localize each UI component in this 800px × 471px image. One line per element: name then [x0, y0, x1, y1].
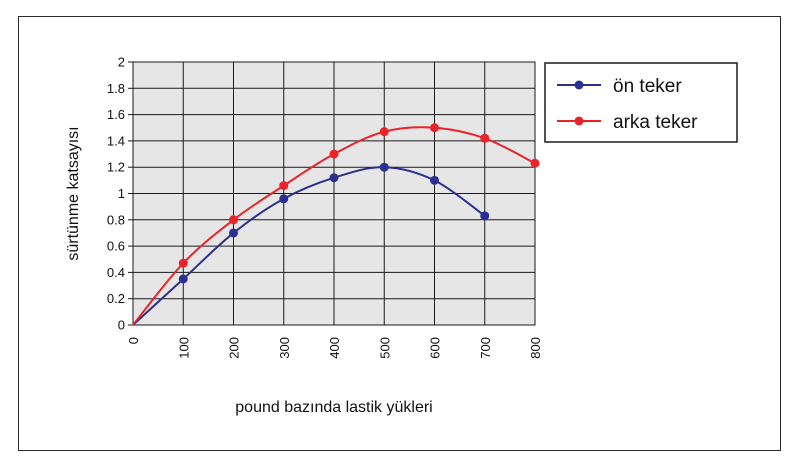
legend: ön teker arka teker [544, 62, 738, 143]
data-point [530, 158, 540, 168]
data-point [229, 228, 238, 238]
data-point [329, 173, 339, 183]
data-point [279, 194, 289, 204]
y-tick-label: 0.6 [107, 239, 125, 254]
x-tick-label: 0 [126, 337, 141, 344]
x-tick-label: 100 [176, 337, 191, 359]
x-tick-label: 600 [428, 337, 443, 359]
x-tick-label: 500 [377, 337, 392, 359]
x-tick-label: 300 [277, 337, 292, 359]
y-tick-label: 1 [118, 186, 125, 201]
y-tick-label: 0.8 [107, 212, 125, 227]
data-point [480, 211, 490, 221]
legend-marker [574, 80, 584, 90]
x-tick-label: 400 [327, 337, 342, 359]
x-tick-label: 200 [227, 337, 242, 359]
legend-box [544, 62, 738, 143]
legend-label: ön teker [613, 76, 682, 97]
y-tick-label: 1.6 [107, 107, 125, 122]
x-axis-ticks: 0 100 200 300 400 500 600 700 800 [126, 337, 543, 359]
y-tick-label: 1.4 [107, 133, 125, 148]
data-point [329, 149, 339, 159]
data-point [178, 274, 188, 284]
data-point [430, 123, 439, 133]
y-tick-label: 0 [118, 318, 125, 333]
x-tick-label: 800 [528, 337, 543, 359]
y-tick-label: 1.2 [107, 160, 125, 175]
data-point [178, 258, 188, 268]
data-point [229, 215, 238, 225]
data-point [430, 175, 439, 185]
x-tick-label: 700 [478, 337, 493, 359]
y-axis-ticks: 0 0.2 0.4 0.6 0.8 1 1.2 1.4 1.6 1.8 2 [107, 55, 125, 333]
series-layer [132, 123, 540, 326]
legend-marker [574, 116, 584, 126]
y-tick-label: 2 [118, 55, 125, 70]
x-axis-title: pound bazında lastik yükleri [235, 399, 432, 416]
data-point [379, 127, 389, 137]
data-point [480, 133, 490, 143]
data-point [279, 181, 289, 191]
y-axis-title: sürtünme katsayısı [65, 126, 82, 260]
legend-label: arka teker [613, 112, 698, 133]
y-tick-label: 1.8 [107, 81, 125, 96]
y-tick-label: 0.2 [107, 291, 125, 306]
y-tick-label: 0.4 [107, 265, 125, 280]
data-point [379, 162, 389, 172]
grid-lines [128, 61, 536, 326]
